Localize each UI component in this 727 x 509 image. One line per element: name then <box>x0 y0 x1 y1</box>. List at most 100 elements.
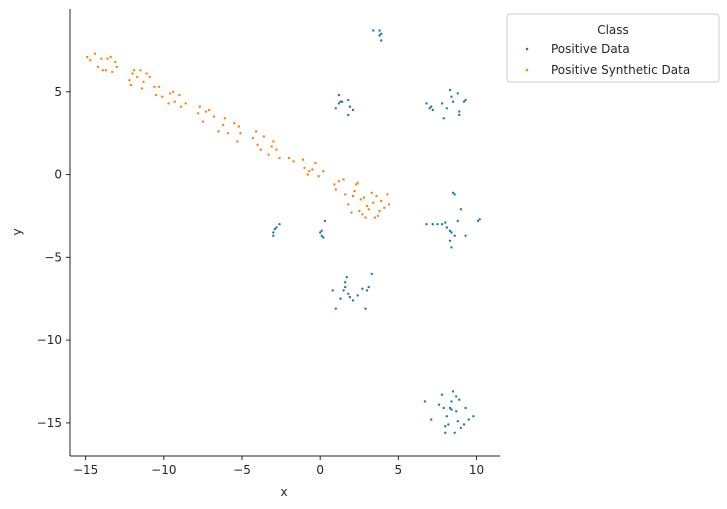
point-positive-data <box>430 105 433 108</box>
point-positive-synthetic-data <box>365 204 369 208</box>
point-positive-synthetic-data <box>140 87 144 90</box>
point-positive-synthetic-data <box>262 135 266 138</box>
point-positive-data <box>348 295 352 299</box>
point-positive-data <box>372 29 375 32</box>
point-positive-synthetic-data <box>270 145 273 148</box>
point-positive-data <box>370 272 373 276</box>
y-tick-label: −10 <box>37 333 62 347</box>
point-positive-data <box>455 395 458 398</box>
point-positive-synthetic-data <box>334 188 337 191</box>
point-positive-synthetic-data <box>322 170 325 173</box>
point-positive-data <box>464 98 467 102</box>
point-positive-data <box>380 39 383 42</box>
point-positive-synthetic-data <box>198 105 201 108</box>
point-positive-data <box>436 223 439 226</box>
legend-label-positive-synthetic-data: Positive Synthetic Data <box>551 63 690 77</box>
point-positive-data <box>272 234 275 237</box>
point-positive-data <box>275 226 278 229</box>
point-positive-data <box>451 100 455 103</box>
point-positive-data <box>444 431 447 434</box>
point-positive-synthetic-data <box>337 180 341 183</box>
point-positive-synthetic-data <box>111 70 114 74</box>
point-positive-data <box>462 423 466 426</box>
point-positive-data <box>445 415 448 418</box>
x-tick-label: 5 <box>395 463 403 477</box>
x-tick-label: −10 <box>151 463 176 477</box>
point-positive-synthetic-data <box>311 168 314 171</box>
point-positive-synthetic-data <box>93 52 97 55</box>
point-positive-synthetic-data <box>157 85 161 89</box>
legend: Class Positive Data Positive Synthetic D… <box>506 13 720 83</box>
point-positive-data <box>440 102 444 105</box>
point-positive-data <box>445 107 448 110</box>
point-positive-data <box>467 418 470 421</box>
point-positive-data <box>356 294 359 297</box>
point-positive-synthetic-data <box>179 105 183 108</box>
point-positive-synthetic-data <box>378 209 381 213</box>
point-positive-synthetic-data <box>148 75 151 79</box>
point-positive-data <box>456 92 459 95</box>
point-positive-data <box>344 285 347 289</box>
point-positive-data <box>319 231 322 234</box>
point-positive-synthetic-data <box>259 148 262 151</box>
point-positive-synthetic-data <box>267 153 270 156</box>
point-positive-synthetic-data <box>303 166 306 170</box>
point-positive-synthetic-data <box>254 130 258 133</box>
point-positive-data <box>448 229 452 232</box>
point-positive-data <box>450 408 453 411</box>
point-positive-data <box>339 297 342 300</box>
point-positive-data <box>351 299 355 302</box>
point-positive-data <box>462 100 466 103</box>
point-positive-data <box>458 110 461 113</box>
point-positive-data <box>273 228 276 231</box>
point-positive-synthetic-data <box>161 95 164 98</box>
point-positive-synthetic-data <box>136 75 139 79</box>
point-positive-synthetic-data <box>387 203 391 206</box>
point-positive-synthetic-data <box>184 102 187 105</box>
point-positive-synthetic-data <box>100 57 103 60</box>
point-positive-synthetic-data <box>314 161 317 165</box>
point-positive-synthetic-data <box>356 181 359 184</box>
point-positive-data <box>448 406 452 410</box>
point-positive-data <box>320 229 323 232</box>
point-positive-data <box>423 400 427 403</box>
point-positive-synthetic-data <box>115 65 119 69</box>
point-positive-synthetic-data <box>364 216 367 219</box>
point-positive-synthetic-data <box>223 117 226 120</box>
point-positive-data <box>456 420 459 423</box>
plot-area: −15 −10 −5 0 5 10 5 0 −5 −10 −15 <box>37 9 500 477</box>
y-tick-label: −15 <box>37 416 62 430</box>
point-positive-synthetic-data <box>317 175 320 178</box>
point-positive-synthetic-data <box>236 140 239 143</box>
point-positive-synthetic-data <box>361 213 364 216</box>
point-positive-synthetic-data <box>114 60 117 64</box>
point-positive-synthetic-data <box>333 183 336 186</box>
point-positive-data <box>458 398 461 401</box>
point-positive-synthetic-data <box>89 59 92 62</box>
point-positive-synthetic-data <box>204 110 208 113</box>
point-positive-synthetic-data <box>256 143 259 146</box>
point-positive-synthetic-data <box>154 93 158 97</box>
point-positive-synthetic-data <box>358 209 361 213</box>
point-positive-data <box>478 218 481 221</box>
point-positive-data <box>322 236 325 239</box>
point-positive-data <box>458 113 461 117</box>
point-positive-data <box>430 418 433 421</box>
point-positive-data <box>440 393 444 396</box>
point-positive-data <box>367 285 370 289</box>
point-positive-data <box>476 219 480 223</box>
point-positive-data <box>334 307 337 310</box>
point-positive-data <box>431 223 434 226</box>
point-positive-data <box>378 34 381 37</box>
legend-marker-positive-synthetic-data <box>525 68 529 72</box>
point-positive-synthetic-data <box>344 193 347 196</box>
point-positive-synthetic-data <box>109 55 112 59</box>
point-positive-data <box>365 289 369 292</box>
point-positive-synthetic-data <box>350 211 353 214</box>
point-positive-synthetic-data <box>342 178 345 181</box>
point-positive-data <box>278 223 281 226</box>
point-positive-synthetic-data <box>239 132 242 135</box>
point-positive-synthetic-data <box>96 65 100 69</box>
point-positive-synthetic-data <box>370 191 373 194</box>
point-positive-synthetic-data <box>139 69 142 72</box>
